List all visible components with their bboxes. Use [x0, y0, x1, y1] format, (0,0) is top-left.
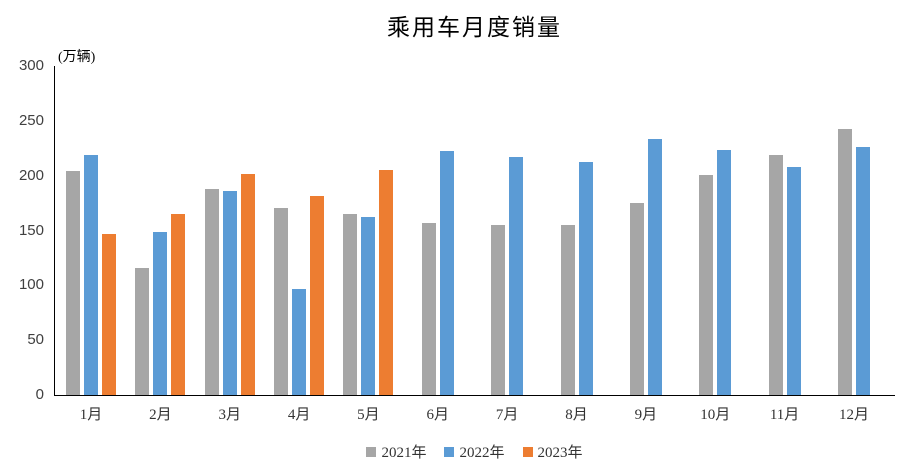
bar-2022年-5月 [361, 217, 376, 395]
y-tick-label: 250 [18, 111, 44, 129]
bar-2021年-1月 [66, 170, 80, 395]
bar-2022年-7月 [509, 156, 524, 395]
x-axis-label-11月: 11月 [769, 407, 800, 423]
legend-label: 2021年 [381, 445, 427, 461]
x-axis-label-9月: 9月 [634, 407, 658, 423]
legend-item-2021年: 2021年 [366, 441, 426, 462]
y-tick-label: 300 [18, 57, 44, 74]
bar-2021年-2月 [135, 268, 150, 395]
legend: 2021年 2022年 2023年 [54, 441, 895, 462]
legend-swatch-icon [366, 446, 377, 457]
y-tick-label: 0 [35, 386, 44, 403]
x-axis-label-6月: 6月 [426, 407, 450, 423]
bar-2021年-4月 [274, 207, 289, 395]
bar-2022年-11月 [786, 167, 801, 395]
legend-label: 2022年 [459, 445, 505, 461]
legend-item-2022年: 2022年 [444, 441, 505, 462]
x-axis-label-2月: 2月 [149, 407, 172, 423]
x-axis-label-5月: 5月 [357, 407, 380, 423]
bar-2022年-9月 [647, 139, 662, 395]
y-tick-label: 200 [18, 166, 44, 184]
bar-2023年-2月 [171, 213, 186, 395]
x-axis-label-4月: 4月 [287, 407, 311, 423]
x-axis-line [54, 395, 895, 396]
bar-2021年-11月 [768, 154, 783, 395]
x-axis-label-10月: 10月 [700, 407, 731, 423]
bar-2022年-12月 [855, 146, 870, 395]
bar-2021年-5月 [343, 214, 358, 395]
bar-2023年-4月 [310, 196, 325, 395]
x-axis-label-3月: 3月 [218, 407, 241, 423]
x-axis-label-1月: 1月 [79, 407, 103, 423]
bar-2023年-1月 [102, 233, 116, 395]
chart-title: 乘用车月度销量 [387, 15, 562, 40]
y-tick-label: 50 [27, 331, 44, 349]
bar-2023年-3月 [240, 173, 255, 395]
bar-2021年-8月 [560, 224, 575, 395]
x-axis-label-12月: 12月 [838, 407, 869, 423]
bar-2022年-10月 [717, 150, 732, 395]
legend-label: 2023年 [537, 445, 583, 461]
bar-2022年-2月 [153, 231, 168, 395]
legend-item-2023年: 2023年 [522, 441, 583, 462]
bar-2022年-4月 [292, 289, 307, 395]
bar-2022年-8月 [578, 161, 593, 395]
y-axis-line [54, 66, 55, 395]
legend-swatch-icon [522, 446, 533, 457]
legend-swatch-icon [444, 446, 455, 457]
bar-2022年-1月 [84, 155, 98, 395]
x-axis-label-7月: 7月 [495, 407, 519, 423]
bar-2021年-12月 [837, 129, 852, 395]
bar-2021年-6月 [421, 222, 436, 395]
y-axis-unit-label: (万辆) [58, 50, 96, 65]
bar-2021年-10月 [699, 174, 714, 395]
bar-2021年-3月 [204, 189, 219, 395]
y-tick-label: 100 [18, 276, 44, 294]
bar-2022年-6月 [439, 151, 454, 395]
bar-2021年-9月 [629, 202, 644, 395]
y-tick-label: 150 [18, 221, 44, 239]
bar-2022年-3月 [222, 190, 237, 395]
bar-2023年-5月 [379, 169, 394, 395]
bar-2021年-7月 [491, 224, 506, 395]
x-axis-label-8月: 8月 [565, 407, 588, 423]
